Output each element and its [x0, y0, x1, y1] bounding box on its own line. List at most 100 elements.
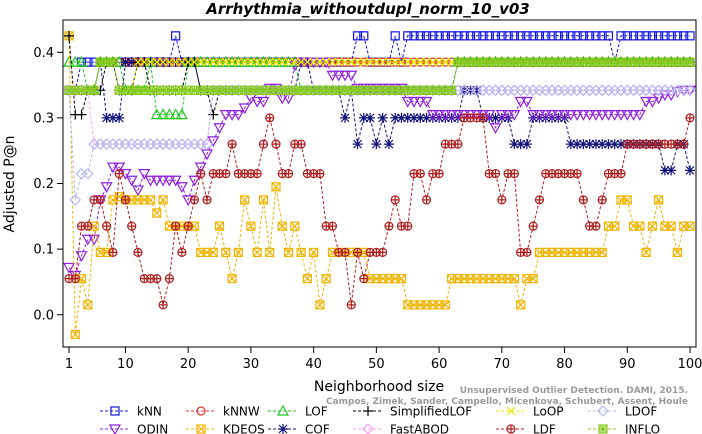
data-point-inflo	[629, 57, 638, 67]
data-point-kdeos	[202, 247, 212, 258]
data-point-inflo	[371, 85, 381, 95]
data-point-knn	[503, 31, 513, 41]
data-point-kdeos	[610, 221, 620, 231]
data-point-kdeos	[666, 221, 676, 231]
data-point-inflo	[152, 85, 162, 95]
data-point-kdeos	[528, 274, 538, 284]
series-line-kdeos	[68, 35, 690, 335]
data-point-cof	[490, 112, 501, 123]
legend-marker-cof	[278, 424, 288, 434]
data-point-cof	[390, 112, 401, 123]
data-point-ldf	[591, 222, 600, 231]
data-point-ldf	[359, 274, 368, 283]
data-point-cof	[415, 112, 426, 123]
data-point-inflo	[409, 85, 419, 95]
data-point-knn	[509, 31, 519, 41]
data-point-odin	[564, 109, 577, 121]
data-point-cof	[590, 139, 601, 150]
data-point-loop	[365, 57, 375, 67]
data-point-kdeos	[559, 247, 570, 258]
data-point-knn	[547, 31, 557, 41]
x-tick-label: 60	[431, 357, 448, 372]
data-point-kdeos	[635, 221, 645, 231]
data-point-loop	[290, 57, 300, 67]
data-point-inflo	[302, 85, 312, 95]
data-point-loop	[233, 57, 243, 67]
data-point-knn	[566, 31, 576, 41]
data-point-cof	[572, 139, 583, 150]
data-point-cof	[427, 112, 438, 123]
data-point-kdeos	[440, 300, 450, 310]
data-point-odin	[596, 109, 609, 121]
data-point-kdeos	[516, 300, 526, 310]
data-point-odin	[433, 109, 446, 121]
data-point-inflo	[560, 57, 569, 67]
data-point-kdeos	[83, 300, 93, 310]
data-point-cof	[421, 112, 432, 123]
data-point-loop	[190, 57, 199, 67]
data-point-cof	[484, 112, 495, 123]
data-point-loop	[403, 57, 413, 67]
data-point-odin	[301, 57, 314, 69]
data-point-kdeos	[566, 247, 576, 258]
data-point-inflo	[359, 85, 369, 95]
data-point-odin	[627, 109, 640, 121]
data-point-odin	[232, 109, 245, 121]
data-point-odin	[545, 109, 559, 121]
data-point-kdeos	[152, 208, 162, 218]
data-point-knn	[409, 31, 419, 41]
y-axis-label: Adjusted P@n	[2, 135, 18, 232]
data-point-odin	[502, 109, 515, 121]
data-point-kdeos	[70, 330, 80, 339]
data-point-knn	[641, 31, 651, 41]
data-point-kdeos	[516, 300, 526, 310]
data-point-odin	[533, 109, 546, 121]
legend-marker-ldf	[507, 425, 515, 433]
data-point-lof	[207, 55, 220, 67]
data-point-kdeos	[465, 274, 476, 284]
data-point-knn	[359, 31, 369, 41]
data-point-inflo	[572, 57, 582, 67]
data-point-knn	[672, 31, 683, 41]
data-point-lof	[169, 108, 182, 120]
data-point-inflo	[334, 85, 344, 95]
data-point-ldf	[617, 169, 625, 178]
data-point-loop	[158, 57, 168, 67]
data-point-kdeos	[434, 300, 444, 310]
data-point-inflo	[77, 85, 86, 95]
data-point-inflo	[95, 57, 105, 67]
data-point-knn	[403, 31, 413, 41]
data-point-ldof	[201, 138, 213, 150]
data-point-inflo	[434, 85, 444, 95]
data-point-kdeos	[616, 195, 626, 205]
data-point-inflo	[164, 85, 174, 95]
data-point-kdeos	[672, 247, 683, 258]
data-point-kdeos	[396, 274, 407, 284]
legend-marker-simplifiedlof	[363, 406, 373, 416]
data-point-knn	[622, 31, 632, 41]
data-point-cof	[534, 112, 545, 123]
data-point-ldf	[497, 195, 506, 204]
data-point-kdeos	[221, 247, 231, 257]
data-point-ldf	[328, 222, 337, 231]
data-point-odin	[138, 169, 151, 180]
data-point-kdeos	[215, 221, 224, 231]
data-point-cof	[503, 112, 514, 123]
data-point-loop	[139, 57, 149, 67]
legend-label-ldf: LDF	[533, 423, 556, 434]
legend-label-knnw: kNNW	[223, 405, 260, 419]
data-point-loop	[208, 57, 218, 67]
x-tick-label: 100	[678, 357, 702, 372]
data-point-loop	[252, 57, 262, 67]
legend-entry-knnw: kNNW	[186, 405, 260, 419]
data-point-inflo	[133, 85, 143, 95]
data-point-loop	[302, 57, 312, 67]
data-point-inflo	[240, 85, 250, 95]
y-tick-label: 0.1	[33, 243, 54, 258]
data-point-lof	[276, 55, 289, 67]
series-line-knn	[69, 35, 690, 91]
data-point-loop	[353, 57, 362, 67]
data-point-cof	[434, 112, 445, 123]
data-point-kdeos	[259, 195, 268, 205]
